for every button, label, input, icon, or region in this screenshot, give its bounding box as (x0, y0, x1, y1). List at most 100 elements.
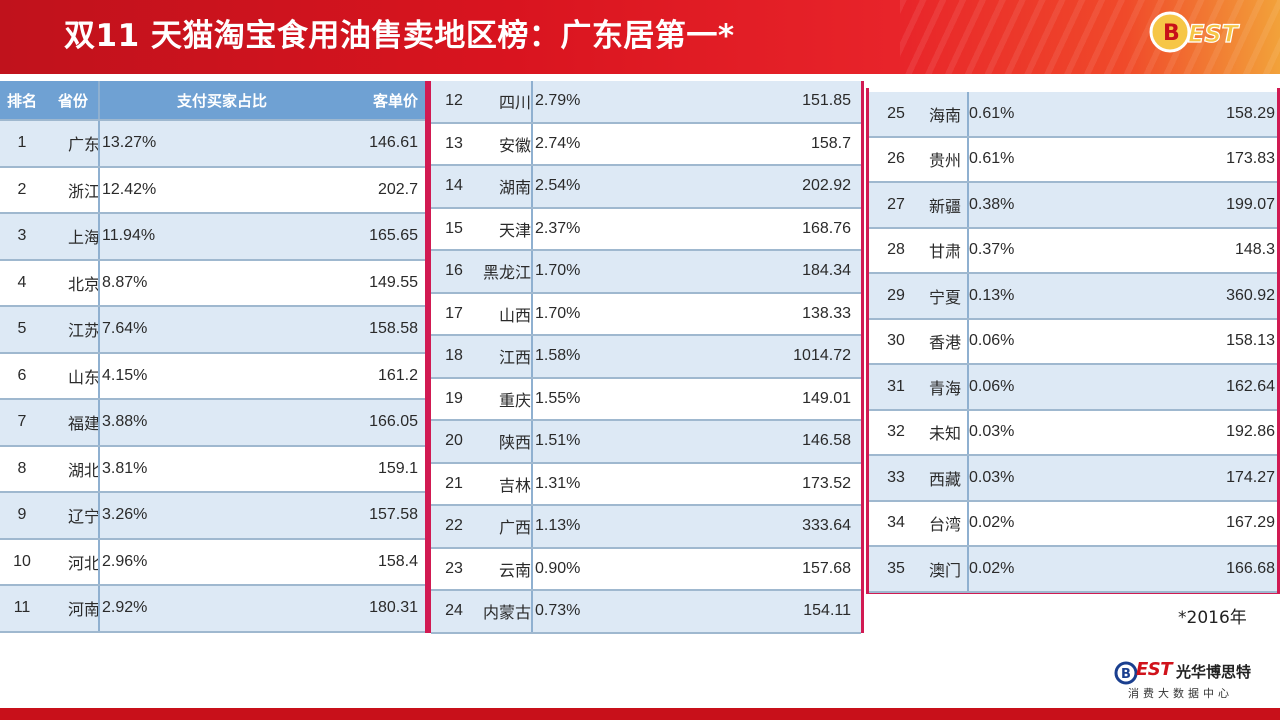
share-cell: 1.70% (535, 304, 581, 322)
rank-cell: 15 (445, 219, 463, 237)
column-divider (531, 251, 533, 292)
table-row: 21 吉林 1.31% 173.52 (431, 463, 861, 506)
province-cell: 云南 (498, 560, 531, 580)
rank-cell: 28 (887, 241, 905, 259)
rank-cell: 30 (887, 332, 905, 350)
rank-cell: 8 (17, 459, 27, 477)
price-cell: 202.92 (802, 177, 851, 195)
province-cell: 辽宁 (67, 507, 100, 527)
page-title: 双11 天猫淘宝食用油售卖地区榜：广东居第一* (64, 18, 735, 54)
brand-subtitle: 消费大数据中心 (1128, 687, 1233, 700)
province-cell: 山西 (498, 305, 531, 325)
share-cell: 0.06% (969, 332, 1015, 350)
table-row: 11 河南 2.92% 180.31 (0, 586, 425, 633)
share-cell: 3.88% (102, 413, 148, 431)
price-cell: 184.34 (802, 262, 851, 280)
ranking-table-part-3: 25 海南 0.61% 158.29 26 贵州 0.61% 173.83 27 新疆 0.38% 1… (866, 88, 1280, 594)
table-row: 3 上海 11.94% 165.65 (0, 214, 425, 261)
province-cell: 湖北 (67, 460, 100, 480)
province-cell: 福建 (67, 414, 100, 434)
rank-cell: 5 (17, 320, 27, 338)
province-cell: 江苏 (67, 321, 100, 341)
province-cell: 西藏 (928, 469, 961, 489)
province-cell: 内蒙古 (482, 603, 531, 623)
share-cell: 0.61% (969, 104, 1015, 122)
province-cell: 澳门 (928, 560, 961, 580)
share-cell: 1.70% (535, 262, 581, 280)
province-cell: 浙江 (67, 181, 100, 201)
share-cell: 12.42% (102, 180, 157, 198)
share-cell: 1.55% (535, 389, 581, 407)
price-cell: 168.76 (802, 219, 851, 237)
province-cell: 贵州 (928, 151, 961, 171)
column-divider (967, 92, 969, 136)
province-cell: 台湾 (928, 515, 961, 535)
title-banner: 双11 天猫淘宝食用油售卖地区榜：广东居第一* B EST (0, 0, 1280, 74)
price-cell: 162.64 (1226, 377, 1275, 395)
share-cell: 11.94% (102, 227, 156, 245)
share-cell: 13.27% (102, 134, 157, 152)
table-row: 27 新疆 0.38% 199.07 (869, 183, 1277, 229)
share-cell: 0.90% (535, 559, 581, 577)
province-cell: 湖南 (498, 178, 531, 198)
column-divider (98, 121, 100, 166)
share-cell: 8.87% (102, 273, 148, 291)
province-cell: 香港 (928, 333, 961, 353)
province-cell: 山东 (67, 367, 100, 387)
rank-cell: 6 (17, 366, 27, 384)
rank-cell: 29 (887, 286, 905, 304)
ranking-table-part-1: 排名 省份 支付买家占比 客单价 1 广东 13.27% 146.61 2 浙江 12.42% 202… (0, 81, 428, 633)
table-row: 31 青海 0.06% 162.64 (869, 365, 1277, 411)
rank-cell: 27 (887, 195, 905, 213)
share-cell: 2.54% (535, 177, 581, 195)
column-divider (967, 501, 969, 545)
rank-cell: 26 (887, 150, 905, 168)
price-cell: 173.83 (1226, 150, 1275, 168)
table-row: 22 广西 1.13% 333.64 (431, 506, 861, 549)
price-cell: 202.7 (377, 180, 418, 198)
province-cell: 河北 (67, 553, 100, 573)
rank-cell: 33 (887, 468, 905, 486)
table-row: 10 河北 2.96% 158.4 (0, 539, 425, 586)
rank-cell: 25 (887, 104, 905, 122)
rank-cell: 7 (17, 413, 27, 431)
share-cell: 0.06% (969, 377, 1015, 395)
table-row: 29 宁夏 0.13% 360.92 (869, 274, 1277, 320)
table-row: 28 甘肃 0.37% 148.3 (869, 228, 1277, 274)
rank-cell: 10 (13, 552, 31, 570)
table-row: 20 陕西 1.51% 146.58 (431, 421, 861, 464)
table-header-row: 排名 省份 支付买家占比 客单价 (0, 81, 425, 121)
share-cell: 7.64% (102, 320, 148, 338)
share-cell: 0.13% (969, 286, 1015, 304)
province-cell: 吉林 (498, 475, 531, 495)
best-logo-icon: B EST (1149, 11, 1240, 53)
column-divider (98, 167, 100, 212)
price-cell: 360.92 (1226, 286, 1275, 304)
column-divider (531, 123, 533, 164)
table-row: 2 浙江 12.42% 202.7 (0, 167, 425, 214)
ranking-table-part-2: 12 四川 2.79% 151.85 13 安徽 2.74% 158.7 14 湖南 2.54% 20… (428, 81, 864, 634)
column-divider (531, 208, 533, 249)
brand-logo: B EST 光华博思特 消费大数据中心 (1114, 659, 1274, 703)
rank-cell: 9 (17, 506, 27, 524)
price-cell: 157.58 (369, 506, 418, 524)
province-cell: 未知 (928, 424, 961, 444)
table-row: 7 福建 3.88% 166.05 (0, 400, 425, 447)
column-divider (531, 506, 533, 547)
share-cell: 2.74% (535, 134, 581, 152)
province-cell: 四川 (498, 93, 531, 113)
column-divider (98, 493, 100, 538)
rank-cell: 20 (445, 432, 463, 450)
price-cell: 161.2 (377, 366, 418, 384)
column-divider (531, 463, 533, 504)
price-cell: 158.4 (377, 552, 418, 570)
column-divider (967, 547, 969, 591)
column-divider (531, 293, 533, 334)
rank-cell: 13 (445, 134, 463, 152)
table-row: 9 辽宁 3.26% 157.58 (0, 493, 425, 540)
province-cell: 广西 (498, 518, 531, 538)
price-cell: 158.29 (1226, 104, 1275, 122)
rank-cell: 22 (445, 517, 463, 535)
share-cell: 2.92% (102, 599, 148, 617)
rank-cell: 4 (17, 273, 27, 291)
